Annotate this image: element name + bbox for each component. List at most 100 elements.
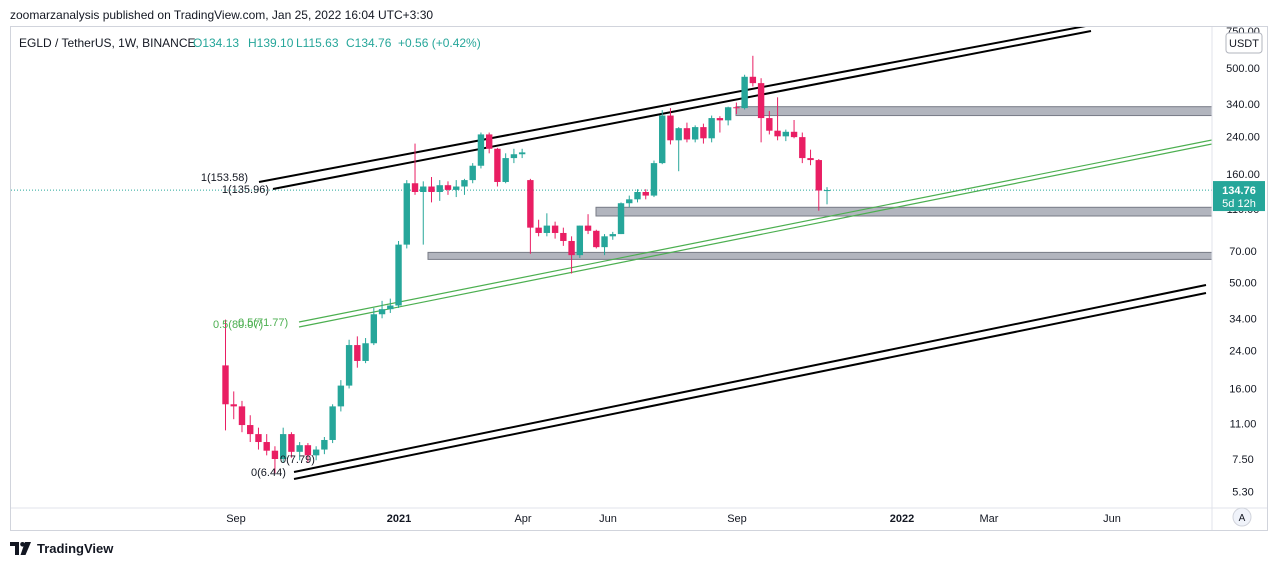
candle[interactable]	[626, 195, 633, 208]
candle[interactable]	[444, 181, 452, 195]
candle[interactable]	[453, 180, 460, 198]
candle[interactable]	[527, 178, 534, 254]
candle[interactable]	[593, 229, 600, 249]
candle[interactable]	[477, 132, 485, 169]
candle[interactable]	[337, 380, 345, 412]
candle[interactable]	[774, 97, 781, 141]
candle[interactable]	[296, 442, 303, 461]
candle[interactable]	[601, 234, 608, 256]
candle-body	[403, 183, 410, 245]
price-chart[interactable]: 1(153.58)1(135.96) 0.5(80.07)0.5(71.77) 0(…	[11, 27, 1267, 530]
fib-trend-line[interactable]	[298, 143, 1212, 328]
sr-zone[interactable]	[595, 206, 1212, 217]
candle[interactable]	[329, 404, 336, 444]
candle[interactable]	[304, 443, 312, 463]
auto-scale-button[interactable]	[1232, 507, 1252, 527]
candle[interactable]	[609, 231, 616, 240]
candle[interactable]	[675, 127, 682, 172]
candle[interactable]	[395, 240, 402, 308]
candle[interactable]	[428, 177, 435, 203]
candle[interactable]	[551, 221, 559, 239]
candle-body	[296, 445, 303, 452]
candle[interactable]	[782, 129, 790, 142]
fib-label-05-alt: 0.5(71.77)	[238, 317, 288, 329]
candle-body	[601, 236, 608, 248]
channel-line[interactable]	[272, 30, 1092, 190]
candle[interactable]	[560, 227, 567, 246]
candle[interactable]	[815, 159, 822, 211]
candle[interactable]	[345, 339, 353, 389]
candle[interactable]	[749, 55, 757, 87]
candle-body	[733, 107, 740, 109]
candle[interactable]	[733, 102, 740, 115]
candle-body	[271, 450, 279, 459]
candle[interactable]	[222, 319, 229, 431]
candle[interactable]	[700, 123, 707, 144]
candle[interactable]	[502, 153, 509, 184]
candle[interactable]	[238, 400, 246, 433]
candle[interactable]	[799, 132, 806, 164]
candle[interactable]	[387, 298, 394, 313]
candle[interactable]	[716, 116, 724, 133]
candle[interactable]	[724, 106, 732, 126]
candle[interactable]	[494, 147, 501, 187]
candle-body	[799, 137, 806, 159]
candle[interactable]	[568, 236, 575, 274]
channel-line[interactable]	[293, 292, 1207, 480]
candle[interactable]	[247, 415, 254, 443]
candle[interactable]	[535, 219, 542, 237]
candle[interactable]	[584, 214, 592, 235]
candle[interactable]	[354, 336, 361, 368]
candle[interactable]	[634, 189, 641, 203]
candle[interactable]	[263, 434, 270, 456]
candle[interactable]	[650, 160, 658, 198]
candle-body	[650, 163, 658, 196]
candle[interactable]	[288, 432, 295, 458]
candle[interactable]	[617, 202, 625, 235]
candle[interactable]	[403, 180, 410, 249]
currency-unit-badge[interactable]	[1225, 32, 1263, 54]
candle[interactable]	[279, 427, 287, 463]
candle[interactable]	[667, 108, 674, 145]
candle[interactable]	[411, 143, 419, 195]
candle[interactable]	[469, 163, 476, 184]
candle[interactable]	[321, 436, 328, 455]
chart-panel[interactable]: 1(153.58) 1(135.96) 0.5(80.07) 0.5(71.77) 0(…	[10, 26, 1268, 531]
candle-body	[774, 130, 781, 137]
tradingview-footer[interactable]: TradingView	[10, 541, 113, 556]
candle[interactable]	[757, 78, 765, 143]
candle[interactable]	[766, 111, 773, 135]
fib-trend-line[interactable]	[298, 139, 1212, 323]
candle-body	[815, 160, 822, 191]
sr-zone[interactable]	[735, 106, 1212, 117]
candle[interactable]	[362, 338, 369, 364]
candle[interactable]	[823, 187, 831, 205]
candle-body	[345, 345, 353, 386]
candle[interactable]	[708, 115, 715, 143]
candle[interactable]	[378, 300, 386, 319]
candle[interactable]	[312, 446, 320, 461]
candle[interactable]	[271, 446, 279, 474]
candle[interactable]	[485, 132, 493, 154]
candle[interactable]	[230, 391, 237, 420]
candle[interactable]	[370, 307, 378, 346]
candle[interactable]	[420, 181, 427, 245]
candle[interactable]	[790, 120, 798, 139]
candle[interactable]	[436, 180, 443, 201]
candle[interactable]	[255, 427, 262, 450]
candle[interactable]	[683, 122, 691, 143]
candle[interactable]	[659, 110, 666, 165]
channel-line[interactable]	[258, 27, 1091, 183]
candle[interactable]	[518, 148, 526, 159]
candle[interactable]	[543, 213, 551, 237]
candle[interactable]	[576, 225, 584, 258]
candle[interactable]	[691, 125, 699, 143]
candle[interactable]	[642, 189, 649, 200]
candle[interactable]	[741, 74, 748, 110]
candle[interactable]	[510, 148, 518, 164]
candle[interactable]	[807, 149, 814, 166]
candle-body	[304, 445, 312, 456]
channel-line[interactable]	[293, 284, 1207, 473]
candle[interactable]	[461, 178, 468, 195]
sr-zone[interactable]	[427, 251, 1212, 260]
